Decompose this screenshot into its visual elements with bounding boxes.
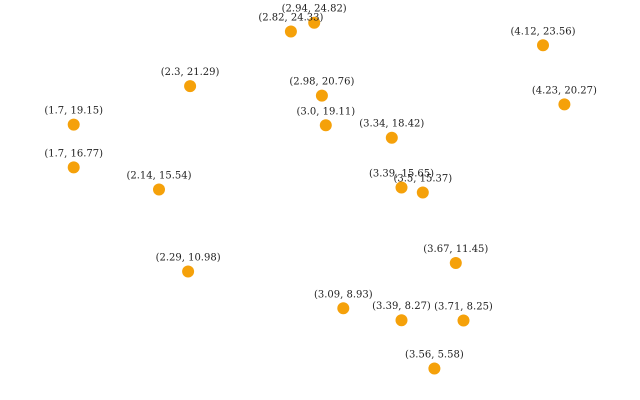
data-point-label: (1.7, 16.77): [44, 148, 103, 159]
data-point: [457, 314, 470, 327]
data-point-label: (3.39, 8.27): [372, 301, 431, 312]
data-point-label: (1.7, 19.15): [44, 106, 103, 117]
data-point-label: (2.82, 24.33): [258, 13, 323, 24]
data-point: [315, 89, 328, 102]
data-point-label: (3.5, 15.37): [393, 174, 452, 185]
data-point-label: (2.94, 24.82): [282, 4, 347, 15]
points-layer: [67, 16, 571, 375]
data-point: [184, 80, 197, 93]
data-point: [416, 186, 429, 199]
data-point-label: (2.3, 21.29): [161, 67, 220, 78]
data-point-label: (3.71, 8.25): [434, 302, 493, 313]
data-point-label: (2.98, 20.76): [289, 77, 354, 88]
data-point: [153, 183, 165, 196]
data-point-label: (4.23, 20.27): [532, 85, 597, 96]
data-point: [449, 257, 462, 269]
labels-layer: (2.82, 24.33)(2.94, 24.82) (4.12, 23.56) (…: [44, 4, 597, 361]
data-point: [537, 39, 549, 52]
data-point: [385, 131, 398, 144]
data-point: [395, 181, 408, 194]
data-point: [319, 119, 332, 132]
data-point: [182, 265, 195, 278]
data-point-label: (2.14, 15.54): [126, 171, 191, 182]
data-point: [428, 362, 441, 375]
data-point-label: (3.39, 15.65): [369, 169, 434, 180]
data-point-label: (3.56, 5.58): [405, 350, 464, 361]
data-point: [284, 25, 297, 38]
data-point: [308, 16, 321, 29]
data-point-label: (2.29, 10.98): [156, 253, 221, 264]
data-point: [395, 314, 408, 327]
data-point-label: (3.67, 11.45): [423, 244, 488, 255]
data-point-label: (4.12, 23.56): [510, 26, 575, 37]
data-point: [67, 161, 80, 174]
data-point-label: (3.09, 8.93): [314, 289, 373, 300]
data-point-label: (3.34, 18.42): [359, 119, 424, 130]
data-point-label: (3.0, 19.11): [296, 106, 355, 117]
data-point: [67, 118, 80, 131]
data-point: [558, 98, 571, 111]
data-point: [337, 302, 350, 315]
